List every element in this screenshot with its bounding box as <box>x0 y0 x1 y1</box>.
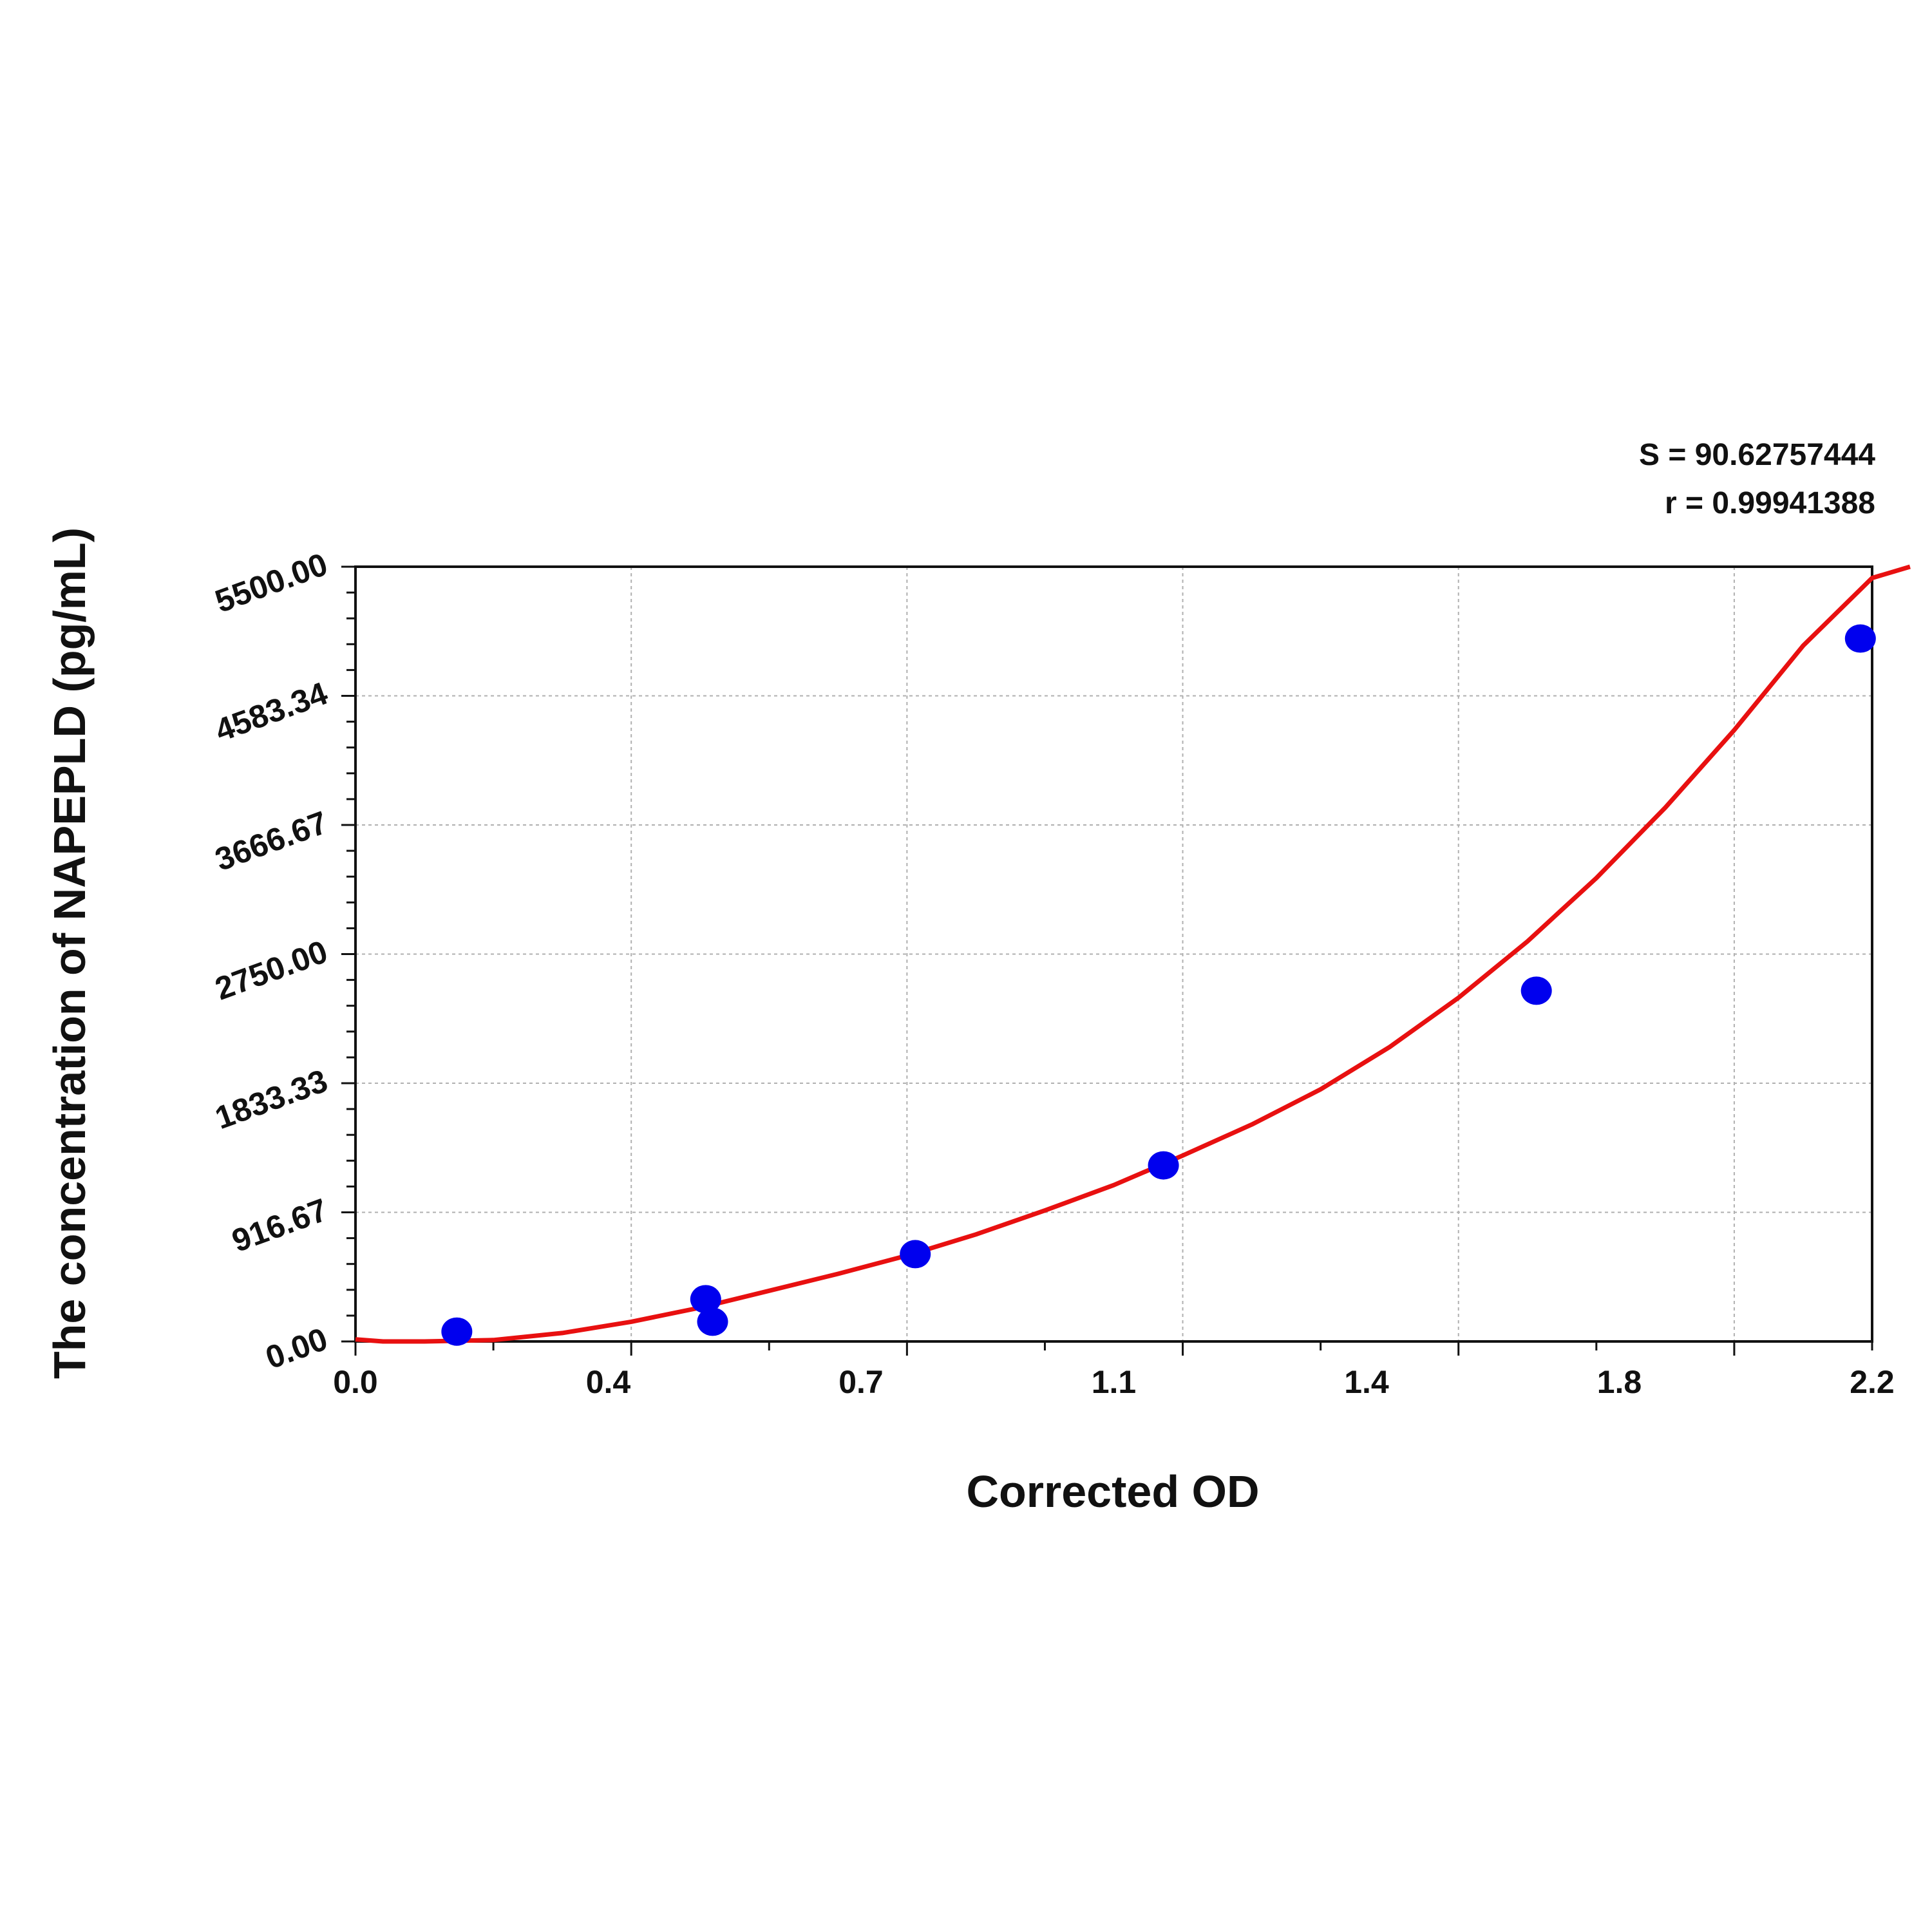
fit-curve <box>355 564 1911 1344</box>
y-axis-label: The concentration of NAPEPLD (pg/mL) <box>44 527 95 1379</box>
x-tick-labels: 0.0 0.4 0.7 1.1 1.4 1.8 2.2 <box>333 1364 1895 1400</box>
annotation-s: S = 90.62757444 <box>1639 438 1875 472</box>
axes <box>341 565 1873 1356</box>
y-tick-label: 0.00 <box>261 1321 332 1376</box>
data-point <box>441 1317 473 1346</box>
data-point <box>1844 624 1876 653</box>
x-tick-label: 2.2 <box>1850 1364 1895 1400</box>
x-axis-label: Corrected OD <box>966 1466 1259 1517</box>
plot-frame <box>354 565 1873 1343</box>
y-tick-label: 5500.00 <box>211 546 332 620</box>
annotation-r: r = 0.99941388 <box>1665 486 1875 520</box>
x-tick-label: 1.8 <box>1597 1364 1642 1400</box>
x-tick-label: 1.1 <box>1092 1364 1137 1400</box>
y-tick-label: 1833.33 <box>211 1063 332 1136</box>
x-tick-label: 0.7 <box>838 1364 884 1400</box>
data-point <box>1520 976 1552 1005</box>
y-tick-labels: 0.00 916.67 1833.33 2750.00 3666.67 4583.34 55… <box>211 546 332 1376</box>
y-tick-label: 4583.34 <box>211 675 332 749</box>
y-tick-label: 916.67 <box>227 1191 332 1259</box>
data-point <box>690 1285 721 1314</box>
fit-curve-layer <box>355 564 1911 1344</box>
y-tick-label: 2750.00 <box>211 933 332 1007</box>
data-point <box>1148 1151 1179 1180</box>
x-tick-label: 0.0 <box>333 1364 378 1400</box>
grid-lines <box>355 567 1872 1341</box>
data-point <box>900 1240 931 1269</box>
x-tick-label: 0.4 <box>586 1364 631 1400</box>
data-point <box>697 1307 728 1336</box>
y-tick-label: 3666.67 <box>211 804 332 878</box>
x-tick-label: 1.4 <box>1344 1364 1389 1400</box>
data-points <box>441 624 1876 1346</box>
